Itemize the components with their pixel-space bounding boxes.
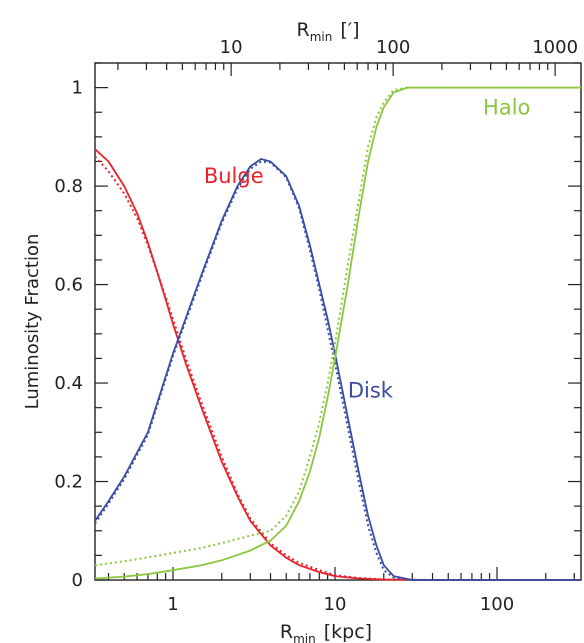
top-tick-label: 100 <box>376 37 410 58</box>
top-tick-label: 1000 <box>532 37 578 58</box>
y-axis-label: Luminosity Fraction <box>22 234 43 410</box>
series-labels: Bulge Disk Halo <box>204 95 531 402</box>
x-tick-label: 100 <box>480 594 514 615</box>
top-axis-label: Rmin [′] <box>297 19 360 44</box>
top-axis-label-unit: [′] <box>340 19 359 41</box>
halo-dotted-curve <box>94 86 581 567</box>
axis-ticks: 1 10 100 10 100 1000 0 0.2 0.4 0.6 0.8 1 <box>54 37 581 615</box>
halo-label: Halo <box>483 95 530 119</box>
y-tick-label: 0.6 <box>54 275 83 296</box>
halo-solid-curve <box>94 86 581 580</box>
disk-dotted-curve <box>94 160 581 581</box>
top-axis-label-main: R <box>297 19 310 41</box>
x-tick-label: 1 <box>167 594 178 615</box>
y-tick-label: 0.2 <box>54 472 83 493</box>
disk-label: Disk <box>348 378 394 402</box>
y-tick-label: 1 <box>72 78 83 99</box>
y-tick-label: 0.4 <box>54 373 83 394</box>
x-axis-label-unit: [kpc] <box>324 621 372 643</box>
series-curves <box>94 86 581 581</box>
top-axis-label-sub: min <box>310 30 333 44</box>
x-axis-label-main: R <box>280 621 293 643</box>
plot-frame <box>94 62 582 581</box>
disk-solid-curve <box>94 158 581 581</box>
bulge-solid-curve <box>94 148 581 581</box>
bulge-label: Bulge <box>204 164 264 188</box>
x-tick-label: 10 <box>324 594 347 615</box>
x-axis-label-sub: min <box>293 632 316 643</box>
x-axis-label: Rmin [kpc] <box>280 621 372 643</box>
y-tick-label: 0 <box>72 570 83 591</box>
top-tick-label: 10 <box>220 37 243 58</box>
y-tick-label: 0.8 <box>54 176 83 197</box>
